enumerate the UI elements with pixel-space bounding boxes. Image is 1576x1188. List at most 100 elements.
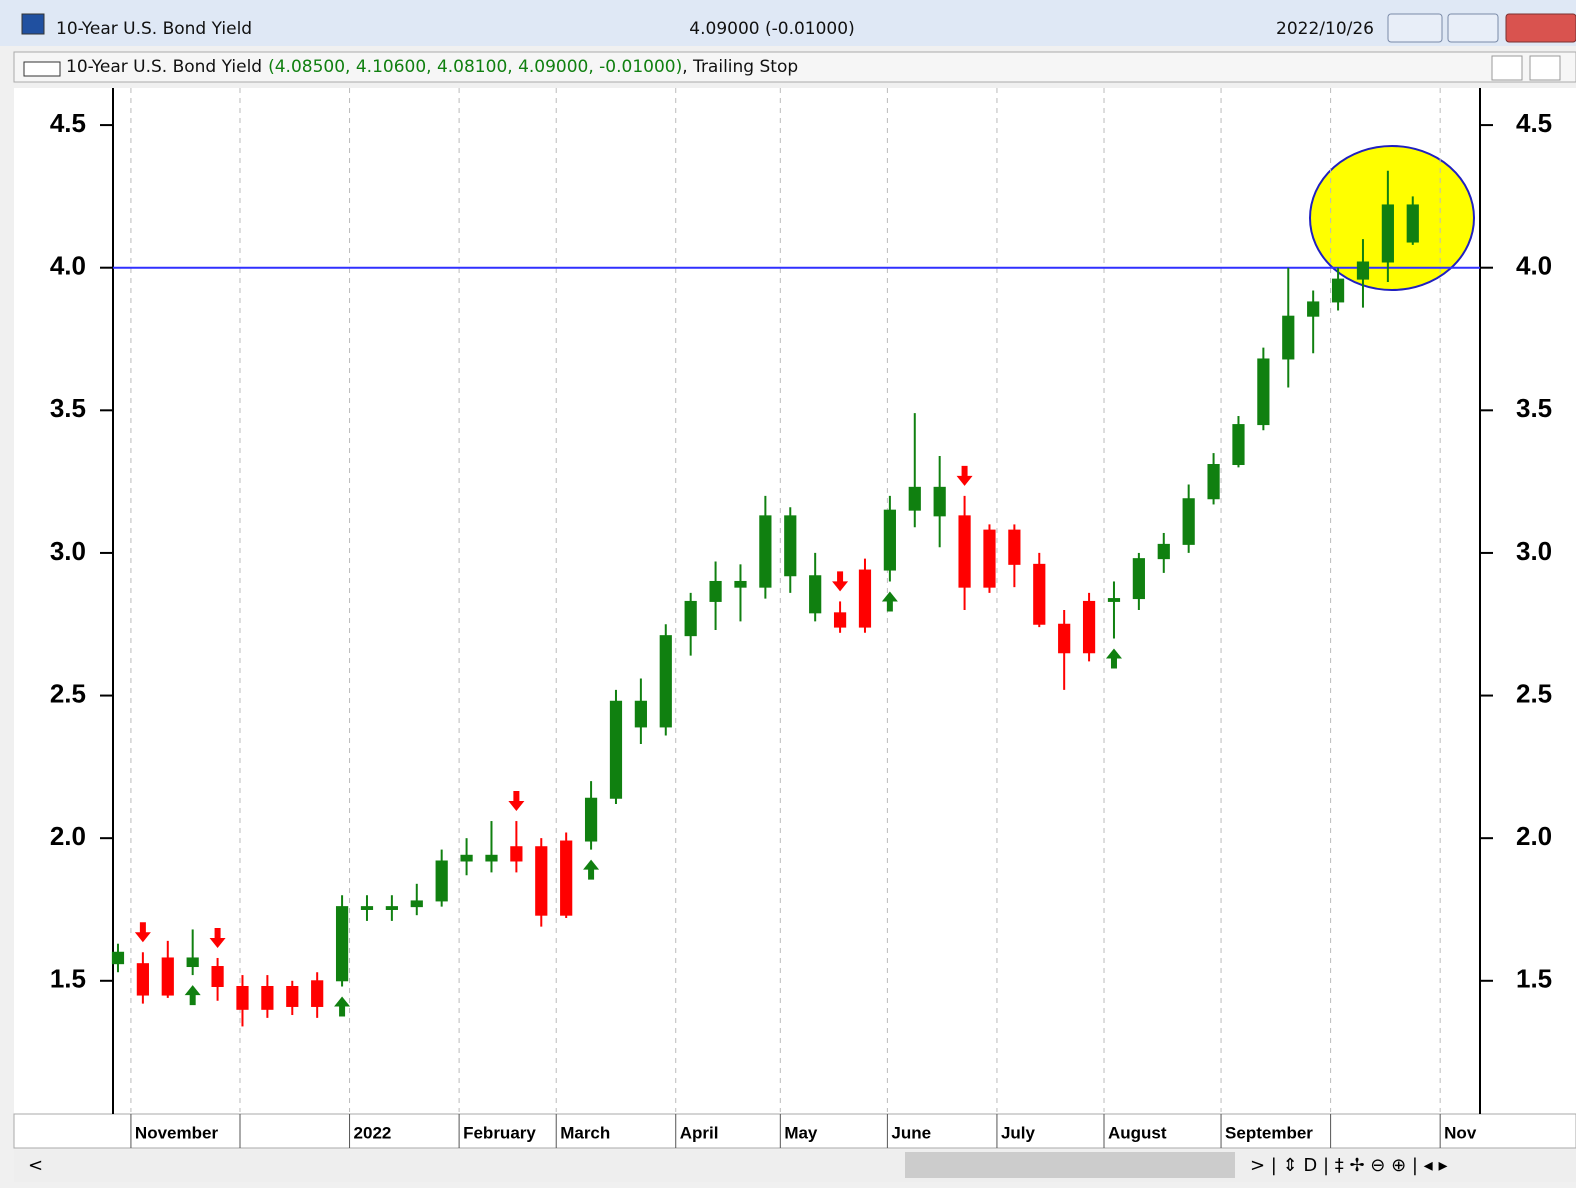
candle-body <box>1381 204 1394 263</box>
candle-body <box>335 906 349 982</box>
y2-tick-label: 1.5 <box>1516 964 1552 994</box>
candle-body <box>311 980 324 1007</box>
candle-body <box>1107 598 1121 602</box>
candle-body <box>1008 529 1021 565</box>
candle-body <box>1307 301 1320 317</box>
candle-body <box>161 957 174 996</box>
y2-tick-label: 2.0 <box>1516 821 1552 851</box>
buy-arrow <box>1105 648 1122 669</box>
candle-body <box>136 963 149 996</box>
candle-body <box>1406 204 1419 243</box>
candle-body <box>833 612 847 628</box>
buy-arrow <box>881 591 898 612</box>
candle-body <box>435 860 448 902</box>
candle-body <box>410 900 423 908</box>
x-tick-label: June <box>891 1123 931 1142</box>
candle-body <box>983 529 996 588</box>
quote: 4.09000 (-0.01000) <box>689 19 854 39</box>
sell-arrow <box>209 927 226 948</box>
candle-body <box>609 700 623 799</box>
buy-arrow <box>184 985 201 1006</box>
candle-body <box>1132 558 1145 600</box>
scrollbar <box>14 1150 1576 1182</box>
candle-body <box>933 486 946 517</box>
date-strip <box>13 1113 1576 1149</box>
y-tick-label: 4.0 <box>50 251 86 281</box>
legend-icon <box>23 61 61 77</box>
candle-body <box>1282 315 1295 360</box>
candle-body <box>1257 358 1270 426</box>
buy-arrow <box>334 996 351 1017</box>
candle-body <box>634 700 647 728</box>
candle-body <box>186 957 199 968</box>
x-tick-label: March <box>560 1123 610 1142</box>
candle-body <box>809 575 822 614</box>
x-tick-label: July <box>1001 1123 1036 1142</box>
candle-body <box>958 515 971 588</box>
sell-arrow <box>956 465 973 486</box>
candle-body <box>211 966 224 987</box>
y-tick-label: 1.5 <box>50 964 86 994</box>
y2-tick-label: 3.5 <box>1516 393 1552 423</box>
maximize-button[interactable] <box>1447 13 1499 43</box>
window-title: 10-Year U.S. Bond Yield <box>56 19 252 39</box>
y-tick-label: 4.5 <box>50 108 86 138</box>
x-tick-label: February <box>463 1123 536 1142</box>
candle-body <box>908 486 921 511</box>
x-tick-label: Nov <box>1444 1123 1477 1142</box>
date: 2022/10/26 <box>1276 19 1374 39</box>
candle-body <box>510 846 523 862</box>
candle-body <box>1182 498 1195 545</box>
scroll-thumb[interactable] <box>905 1152 1235 1178</box>
candle-body <box>584 797 598 842</box>
candle-body <box>236 985 249 1010</box>
x-tick-label: August <box>1108 1123 1167 1142</box>
candle-body <box>1207 464 1220 500</box>
sell-arrow <box>134 922 151 943</box>
x-tick-label: April <box>680 1123 719 1142</box>
toolbar-icons[interactable]: > | ⇕ D | ‡ ✢ ⊖ ⊕ | ◂ ▸ <box>1250 1155 1447 1176</box>
buy-arrow <box>583 859 600 880</box>
candle-body <box>784 515 797 577</box>
candle-body <box>1356 261 1370 280</box>
y2-tick-label: 4.5 <box>1516 108 1552 138</box>
candle-body <box>883 509 896 571</box>
y2-tick-label: 4.0 <box>1516 251 1552 281</box>
candle-body <box>1033 563 1046 625</box>
candle-body <box>460 854 473 862</box>
candle-body <box>734 580 747 588</box>
y-tick-label: 3.0 <box>50 536 86 566</box>
candle-body <box>385 906 398 910</box>
sell-arrow <box>832 571 849 592</box>
candle-body <box>1232 424 1245 466</box>
candle-body <box>560 840 573 916</box>
app-icon <box>21 13 45 35</box>
legend-bar <box>13 51 1576 83</box>
candle-body <box>1331 278 1345 303</box>
scroll-left[interactable]: < <box>28 1155 43 1176</box>
candle-body <box>1082 600 1096 654</box>
candle-body <box>485 854 498 862</box>
x-tick-label: May <box>784 1123 818 1142</box>
close-button[interactable] <box>1505 13 1576 43</box>
close-pane-button[interactable] <box>1529 55 1561 81</box>
title-bar <box>0 0 1576 46</box>
legend-line: 10-Year U.S. Bond Yield (4.08500, 4.10600… <box>66 57 798 77</box>
sell-arrow <box>508 791 525 812</box>
y2-tick-label: 2.5 <box>1516 678 1552 708</box>
minimize-button[interactable] <box>1387 13 1443 43</box>
candle-body <box>286 985 299 1007</box>
candle-body <box>535 846 548 916</box>
y-tick-label: 3.5 <box>50 393 86 423</box>
candle-body <box>858 569 872 628</box>
candle-body <box>360 906 374 910</box>
candle-body <box>759 515 772 588</box>
candle-body <box>709 580 722 602</box>
candle-body <box>111 951 125 965</box>
restore-pane-button[interactable] <box>1491 55 1523 81</box>
legend-study: , Trailing Stop <box>682 57 798 77</box>
candle-body <box>659 635 672 728</box>
x-tick-label: 2022 <box>354 1123 392 1142</box>
